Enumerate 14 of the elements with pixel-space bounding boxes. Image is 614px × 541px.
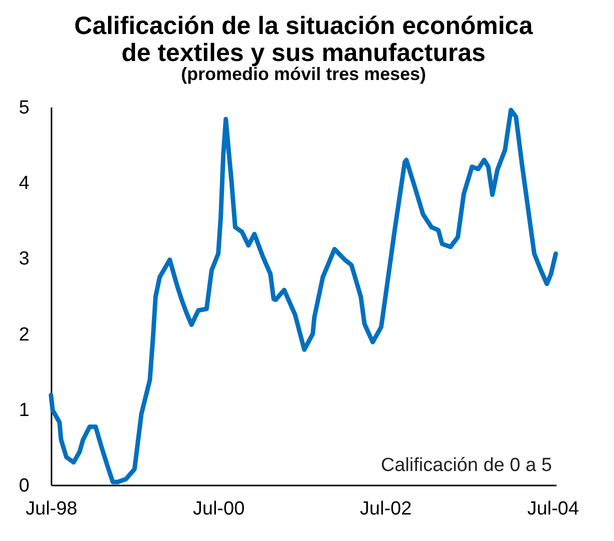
y-tick-label: 3 [18, 248, 30, 270]
text: de textiles y sus manufacturas [121, 39, 486, 67]
y-tick-label: 0 [18, 476, 30, 496]
x-tick-label: Jul-98 [26, 498, 78, 520]
y-tick-label: 4 [18, 173, 30, 194]
annotation: Calificación de 0 a 5 [380, 455, 552, 476]
y-tick-label: 5 [18, 98, 30, 118]
line-series [48, 108, 558, 484]
x-tick-label: Jul-00 [192, 498, 245, 520]
text: Calificación de la situación económica [74, 12, 533, 40]
y-tick-label: 2 [18, 324, 30, 346]
x-tick-label: Jul-04 [527, 498, 580, 520]
x-tick-label: Jul-02 [360, 498, 412, 520]
y-tick-label: 1 [18, 400, 30, 421]
